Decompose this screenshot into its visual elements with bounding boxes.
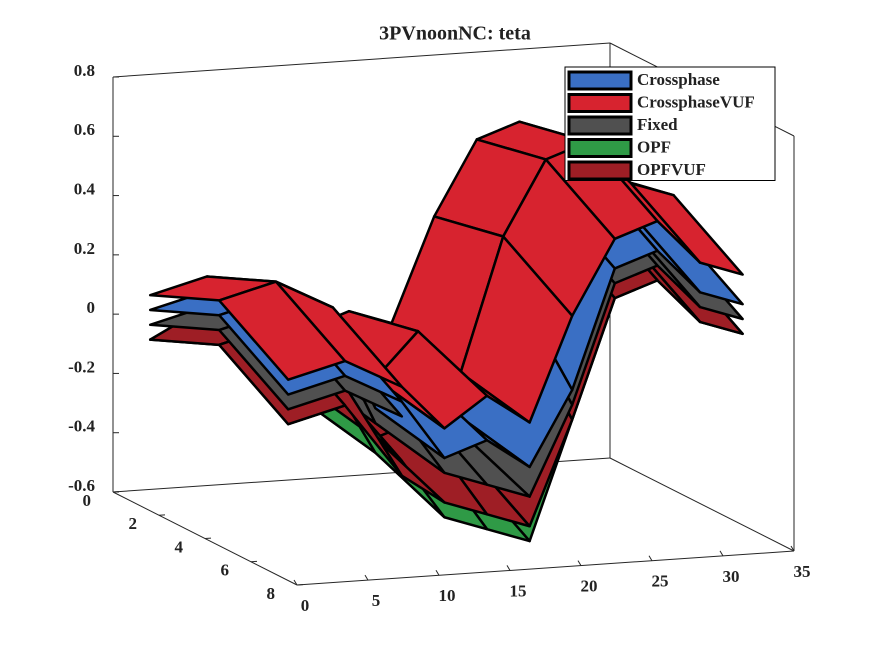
legend-swatch [569, 162, 631, 179]
legend-label: Fixed [637, 115, 678, 134]
x-tick-label: 5 [372, 591, 381, 610]
legend-swatch [569, 140, 631, 157]
y-tick-label: 2 [129, 514, 138, 533]
legend-label: CrossphaseVUF [637, 92, 755, 111]
legend-label: Crossphase [637, 70, 720, 89]
y-tick-label: 6 [221, 561, 230, 580]
legend-swatch [569, 117, 631, 134]
x-tick-label: 30 [723, 567, 740, 586]
z-tick-label: 0.4 [74, 179, 96, 198]
y-tick-label: 0 [83, 491, 92, 510]
x-tick-label: 35 [794, 562, 811, 581]
z-tick-label: 0.2 [74, 239, 95, 258]
legend-swatch [569, 72, 631, 89]
z-tick-label: 0.8 [74, 61, 95, 80]
x-tick-label: 10 [439, 586, 456, 605]
z-tick-label: 0 [87, 298, 96, 317]
x-tick-label: 15 [510, 581, 527, 600]
x-tick-label: 0 [301, 596, 310, 615]
legend-label: OPFVUF [637, 160, 706, 179]
x-tick-label: 20 [581, 576, 598, 595]
x-tick-label: 25 [652, 572, 669, 591]
chart-title: 3PVnoonNC: teta [379, 23, 531, 45]
z-tick-label: -0.2 [68, 357, 95, 376]
legend: Crossphase CrossphaseVUF Fixed OPF OPFVUF [565, 67, 775, 181]
y-tick-label: 8 [267, 584, 276, 603]
z-tick-label: 0.6 [74, 120, 95, 139]
legend-label: OPF [637, 137, 671, 156]
y-tick-label: 4 [175, 537, 184, 556]
legend-swatch [569, 95, 631, 112]
z-tick-label: -0.4 [68, 417, 95, 436]
